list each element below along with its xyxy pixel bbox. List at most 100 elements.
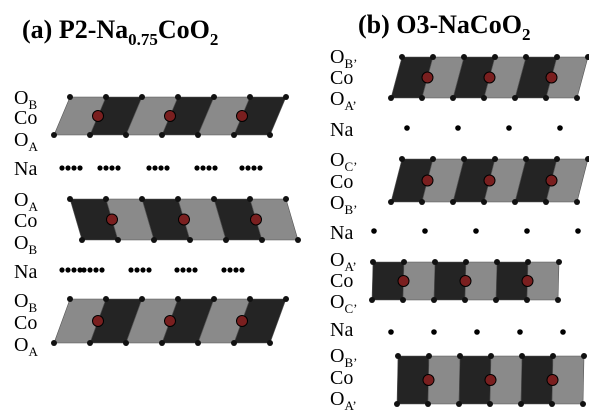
- oxygen-atom: [395, 353, 401, 359]
- sodium-atom: [115, 165, 121, 171]
- sodium-atom: [77, 165, 83, 171]
- cobalt-atom: [422, 374, 435, 386]
- oxygen-atom: [524, 297, 530, 303]
- oxygen-atom: [461, 156, 467, 162]
- sodium-atom: [506, 125, 512, 131]
- oxygen-atom: [580, 401, 586, 407]
- oxygen-atom: [426, 353, 432, 359]
- oxygen-atom: [211, 296, 217, 302]
- sodium-atom: [71, 165, 77, 171]
- sodium-atom: [93, 267, 99, 273]
- layer-label: Na: [330, 319, 353, 341]
- cobalt-atom: [236, 110, 248, 122]
- oxygen-atom: [175, 196, 181, 202]
- oxygen-atom: [51, 340, 57, 346]
- sodium-atom: [388, 329, 394, 335]
- cobalt-atom: [421, 174, 434, 187]
- sodium-atom: [221, 267, 227, 273]
- sodium-atom: [239, 165, 245, 171]
- oxygen-atom: [67, 296, 73, 302]
- layer-label: Na: [330, 222, 353, 244]
- sodium-atom: [474, 329, 480, 335]
- cobalt-atom: [106, 213, 118, 226]
- oxygen-atom: [399, 54, 405, 60]
- oxygen-atom: [481, 95, 487, 101]
- oxygen-atom: [87, 132, 93, 138]
- sodium-atom: [152, 165, 158, 171]
- oxygen-atom: [492, 156, 498, 162]
- oxygen-atom: [492, 54, 498, 60]
- sodium-atom: [71, 267, 77, 273]
- oxygen-atom: [195, 340, 201, 346]
- oxygen-atom: [283, 196, 289, 202]
- oxygen-atom: [247, 296, 253, 302]
- oxygen-atom: [115, 237, 121, 243]
- oxygen-atom: [211, 94, 217, 100]
- oxygen-atom: [574, 95, 580, 101]
- oxygen-atom: [523, 156, 529, 162]
- oxygen-atom: [574, 199, 580, 205]
- oxygen-atom: [388, 95, 394, 101]
- oxygen-atom: [67, 196, 73, 202]
- sodium-atom: [164, 165, 170, 171]
- sodium-atom: [524, 228, 530, 234]
- layer-label: OC’: [330, 149, 357, 174]
- sodium-atom: [134, 267, 140, 273]
- sodium-atom: [109, 165, 115, 171]
- oxygen-atom: [103, 296, 109, 302]
- oxygen-atom: [549, 401, 555, 407]
- oxygen-atom: [87, 340, 93, 346]
- cobalt-atom: [178, 213, 190, 226]
- layer-label: OA: [14, 129, 38, 154]
- layer-label: OA: [14, 334, 38, 359]
- oxygen-atom: [388, 199, 394, 205]
- oxygen-atom: [525, 259, 531, 265]
- oxygen-atom: [543, 95, 549, 101]
- sodium-atom: [233, 267, 239, 273]
- cobalt-atom: [92, 315, 104, 327]
- panel-a-labels: OB Co OA Na OA Co OB Na OB Co OA: [14, 87, 38, 359]
- oxygen-atom: [139, 94, 145, 100]
- layer-label: OA’: [330, 388, 357, 413]
- oxygen-atom: [283, 296, 289, 302]
- oxygen-atom: [223, 237, 229, 243]
- layer-label: Co: [14, 312, 37, 334]
- oxygen-atom: [523, 54, 529, 60]
- sodium-atom: [65, 165, 71, 171]
- oxygen-atom: [195, 132, 201, 138]
- sodium-atom: [212, 165, 218, 171]
- layer-label: OB: [14, 87, 37, 112]
- oxygen-atom: [450, 199, 456, 205]
- oxygen-atom: [419, 95, 425, 101]
- oxygen-atom: [259, 237, 265, 243]
- oxygen-atom: [400, 297, 406, 303]
- layer-label: Co: [330, 270, 353, 292]
- oxygen-atom: [550, 353, 556, 359]
- cobalt-atom: [421, 71, 434, 84]
- oxygen-atom: [456, 401, 462, 407]
- oxygen-atom: [151, 237, 157, 243]
- oxygen-atom: [267, 132, 273, 138]
- oxygen-atom: [430, 156, 436, 162]
- oxygen-atom: [462, 297, 468, 303]
- sodium-atom: [146, 267, 152, 273]
- oxygen-atom: [487, 401, 493, 407]
- oxygen-atom: [461, 54, 467, 60]
- sodium-atom: [87, 267, 93, 273]
- oxygen-atom: [401, 259, 407, 265]
- layer-label: Co: [14, 210, 37, 232]
- oxygen-atom: [139, 196, 145, 202]
- oxygen-atom: [231, 132, 237, 138]
- oxygen-atom: [159, 132, 165, 138]
- panel-b-title: (b) O3-NaCoO2: [358, 10, 530, 44]
- oxygen-atom: [585, 54, 589, 60]
- oxygen-atom: [187, 237, 193, 243]
- layer-label: Na: [14, 261, 37, 283]
- oxygen-atom: [493, 297, 499, 303]
- layer-label: OB: [14, 232, 37, 257]
- oxygen-atom: [369, 297, 375, 303]
- sodium-atom: [517, 329, 523, 335]
- sodium-atom: [77, 267, 83, 273]
- cobalt-atom: [545, 174, 558, 187]
- oxygen-atom: [370, 259, 376, 265]
